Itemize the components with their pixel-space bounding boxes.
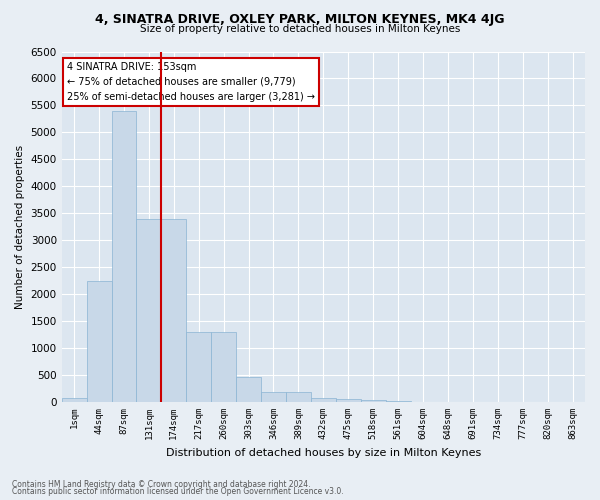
Bar (186, 332, 211, 402)
Bar (386, 401, 410, 402)
Bar (211, 332, 236, 402)
Bar (311, 398, 336, 402)
Text: Size of property relative to detached houses in Milton Keynes: Size of property relative to detached ho… (140, 24, 460, 34)
Bar (361, 400, 386, 402)
Bar (286, 392, 311, 402)
Bar (136, 218, 161, 402)
Text: 4, SINATRA DRIVE, OXLEY PARK, MILTON KEYNES, MK4 4JG: 4, SINATRA DRIVE, OXLEY PARK, MILTON KEY… (95, 12, 505, 26)
Text: Contains public sector information licensed under the Open Government Licence v3: Contains public sector information licen… (12, 487, 344, 496)
Bar (86, 280, 112, 402)
Bar (236, 376, 261, 402)
Bar (62, 398, 86, 402)
Bar (161, 218, 186, 402)
X-axis label: Distribution of detached houses by size in Milton Keynes: Distribution of detached houses by size … (166, 448, 481, 458)
Bar (112, 111, 136, 402)
Bar (336, 399, 361, 402)
Text: 4 SINATRA DRIVE: 153sqm
← 75% of detached houses are smaller (9,779)
25% of semi: 4 SINATRA DRIVE: 153sqm ← 75% of detache… (67, 62, 315, 102)
Text: Contains HM Land Registry data © Crown copyright and database right 2024.: Contains HM Land Registry data © Crown c… (12, 480, 311, 489)
Bar (261, 392, 286, 402)
Y-axis label: Number of detached properties: Number of detached properties (15, 144, 25, 309)
